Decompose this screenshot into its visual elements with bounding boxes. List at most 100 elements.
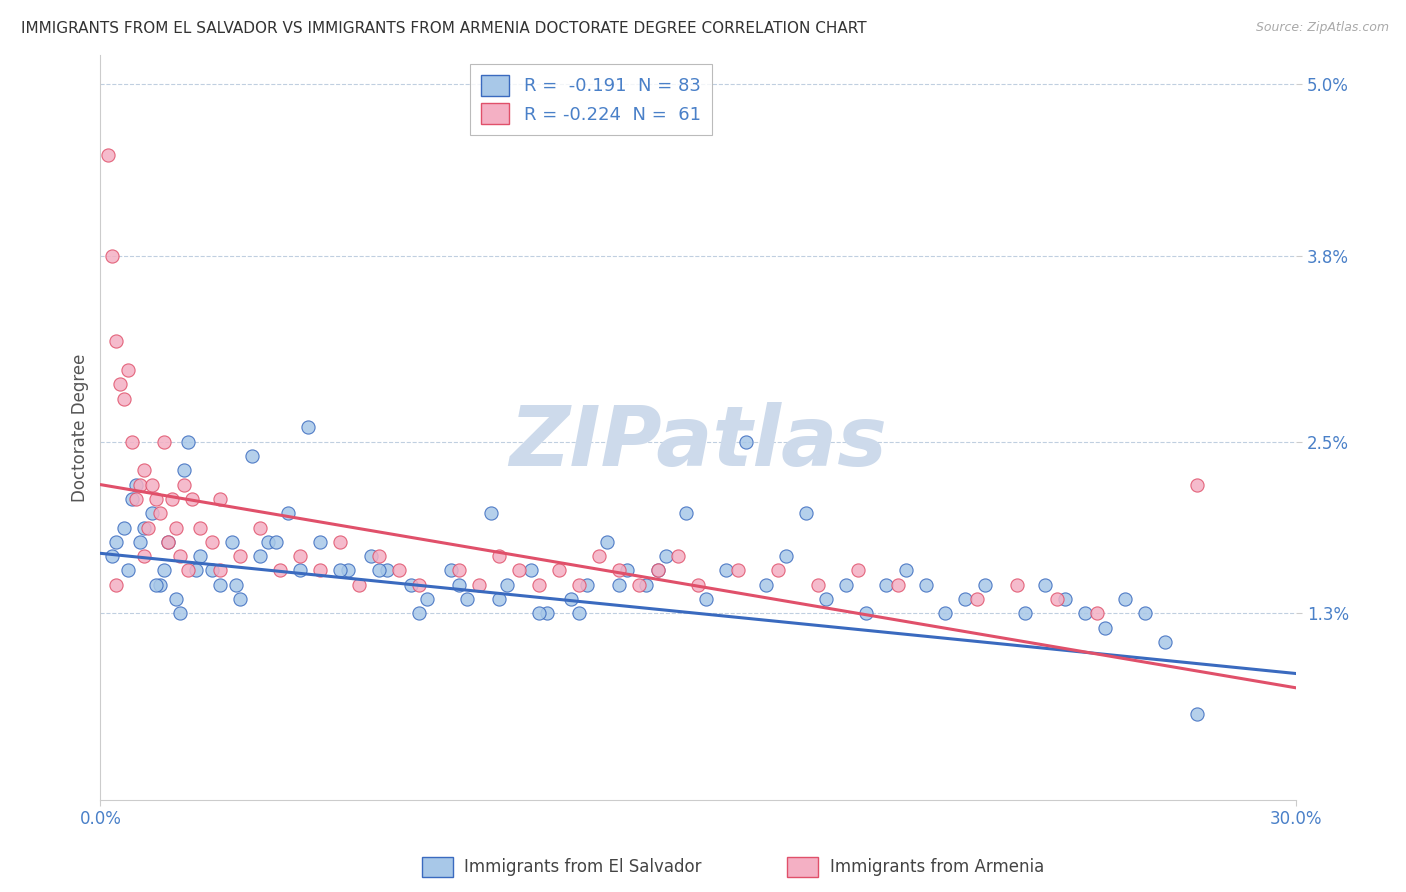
- Y-axis label: Doctorate Degree: Doctorate Degree: [72, 353, 89, 501]
- Point: [249, 520, 271, 534]
- Point: [520, 564, 543, 578]
- Point: [449, 564, 471, 578]
- Point: [588, 549, 610, 564]
- Point: [1185, 477, 1208, 491]
- Point: [277, 506, 299, 520]
- Point: [256, 534, 278, 549]
- Point: [110, 377, 132, 392]
- Point: [1033, 578, 1056, 592]
- Point: [153, 564, 176, 578]
- Point: [221, 534, 243, 549]
- Point: [208, 491, 231, 506]
- Point: [607, 578, 630, 592]
- Point: [121, 491, 143, 506]
- Point: [846, 564, 869, 578]
- Point: [141, 477, 163, 491]
- Point: [129, 477, 152, 491]
- Point: [177, 434, 200, 449]
- Point: [177, 564, 200, 578]
- Point: [627, 578, 650, 592]
- FancyBboxPatch shape: [422, 857, 453, 877]
- Point: [308, 564, 330, 578]
- Point: [208, 578, 231, 592]
- Point: [1085, 607, 1108, 621]
- Text: IMMIGRANTS FROM EL SALVADOR VS IMMIGRANTS FROM ARMENIA DOCTORATE DEGREE CORRELAT: IMMIGRANTS FROM EL SALVADOR VS IMMIGRANT…: [21, 21, 866, 36]
- Point: [388, 564, 411, 578]
- Point: [165, 520, 187, 534]
- Point: [288, 564, 311, 578]
- Point: [141, 506, 163, 520]
- Point: [595, 534, 617, 549]
- Point: [886, 578, 908, 592]
- Point: [165, 592, 187, 607]
- Point: [607, 564, 630, 578]
- Point: [112, 392, 135, 406]
- Point: [408, 578, 430, 592]
- Point: [1114, 592, 1136, 607]
- Point: [655, 549, 678, 564]
- Point: [695, 592, 717, 607]
- Point: [117, 564, 139, 578]
- Point: [416, 592, 439, 607]
- Point: [496, 578, 519, 592]
- Point: [229, 549, 252, 564]
- Point: [508, 564, 530, 578]
- Point: [955, 592, 977, 607]
- Point: [527, 607, 550, 621]
- Point: [1094, 621, 1116, 635]
- FancyBboxPatch shape: [787, 857, 818, 877]
- Point: [1074, 607, 1097, 621]
- Point: [794, 506, 817, 520]
- Point: [1185, 706, 1208, 721]
- Point: [101, 549, 124, 564]
- Point: [479, 506, 502, 520]
- Point: [527, 578, 550, 592]
- Point: [125, 477, 148, 491]
- Point: [134, 549, 156, 564]
- Point: [136, 520, 159, 534]
- Point: [775, 549, 797, 564]
- Point: [288, 549, 311, 564]
- Point: [835, 578, 858, 592]
- Point: [336, 564, 359, 578]
- Point: [666, 549, 689, 564]
- Point: [328, 564, 350, 578]
- Point: [914, 578, 936, 592]
- Point: [264, 534, 287, 549]
- Point: [169, 549, 191, 564]
- Point: [647, 564, 669, 578]
- Point: [173, 477, 195, 491]
- Point: [575, 578, 598, 592]
- Point: [157, 534, 180, 549]
- Point: [269, 564, 291, 578]
- Point: [440, 564, 463, 578]
- Point: [188, 549, 211, 564]
- Point: [688, 578, 710, 592]
- Point: [966, 592, 988, 607]
- Legend: R =  -0.191  N = 83, R = -0.224  N =  61: R = -0.191 N = 83, R = -0.224 N = 61: [470, 64, 711, 135]
- Point: [766, 564, 789, 578]
- Point: [456, 592, 478, 607]
- Point: [716, 564, 738, 578]
- Point: [855, 607, 877, 621]
- Point: [149, 506, 172, 520]
- Point: [894, 564, 917, 578]
- Point: [568, 578, 591, 592]
- Text: Source: ZipAtlas.com: Source: ZipAtlas.com: [1256, 21, 1389, 34]
- Point: [807, 578, 830, 592]
- Point: [240, 449, 263, 463]
- Point: [814, 592, 837, 607]
- Point: [368, 564, 391, 578]
- Text: ZIPatlas: ZIPatlas: [509, 401, 887, 483]
- Point: [1054, 592, 1077, 607]
- Point: [101, 248, 124, 262]
- Point: [208, 564, 231, 578]
- Point: [105, 334, 128, 349]
- Point: [401, 578, 423, 592]
- Point: [184, 564, 207, 578]
- Point: [360, 549, 382, 564]
- Point: [875, 578, 897, 592]
- Point: [368, 549, 391, 564]
- Point: [112, 520, 135, 534]
- Point: [616, 564, 638, 578]
